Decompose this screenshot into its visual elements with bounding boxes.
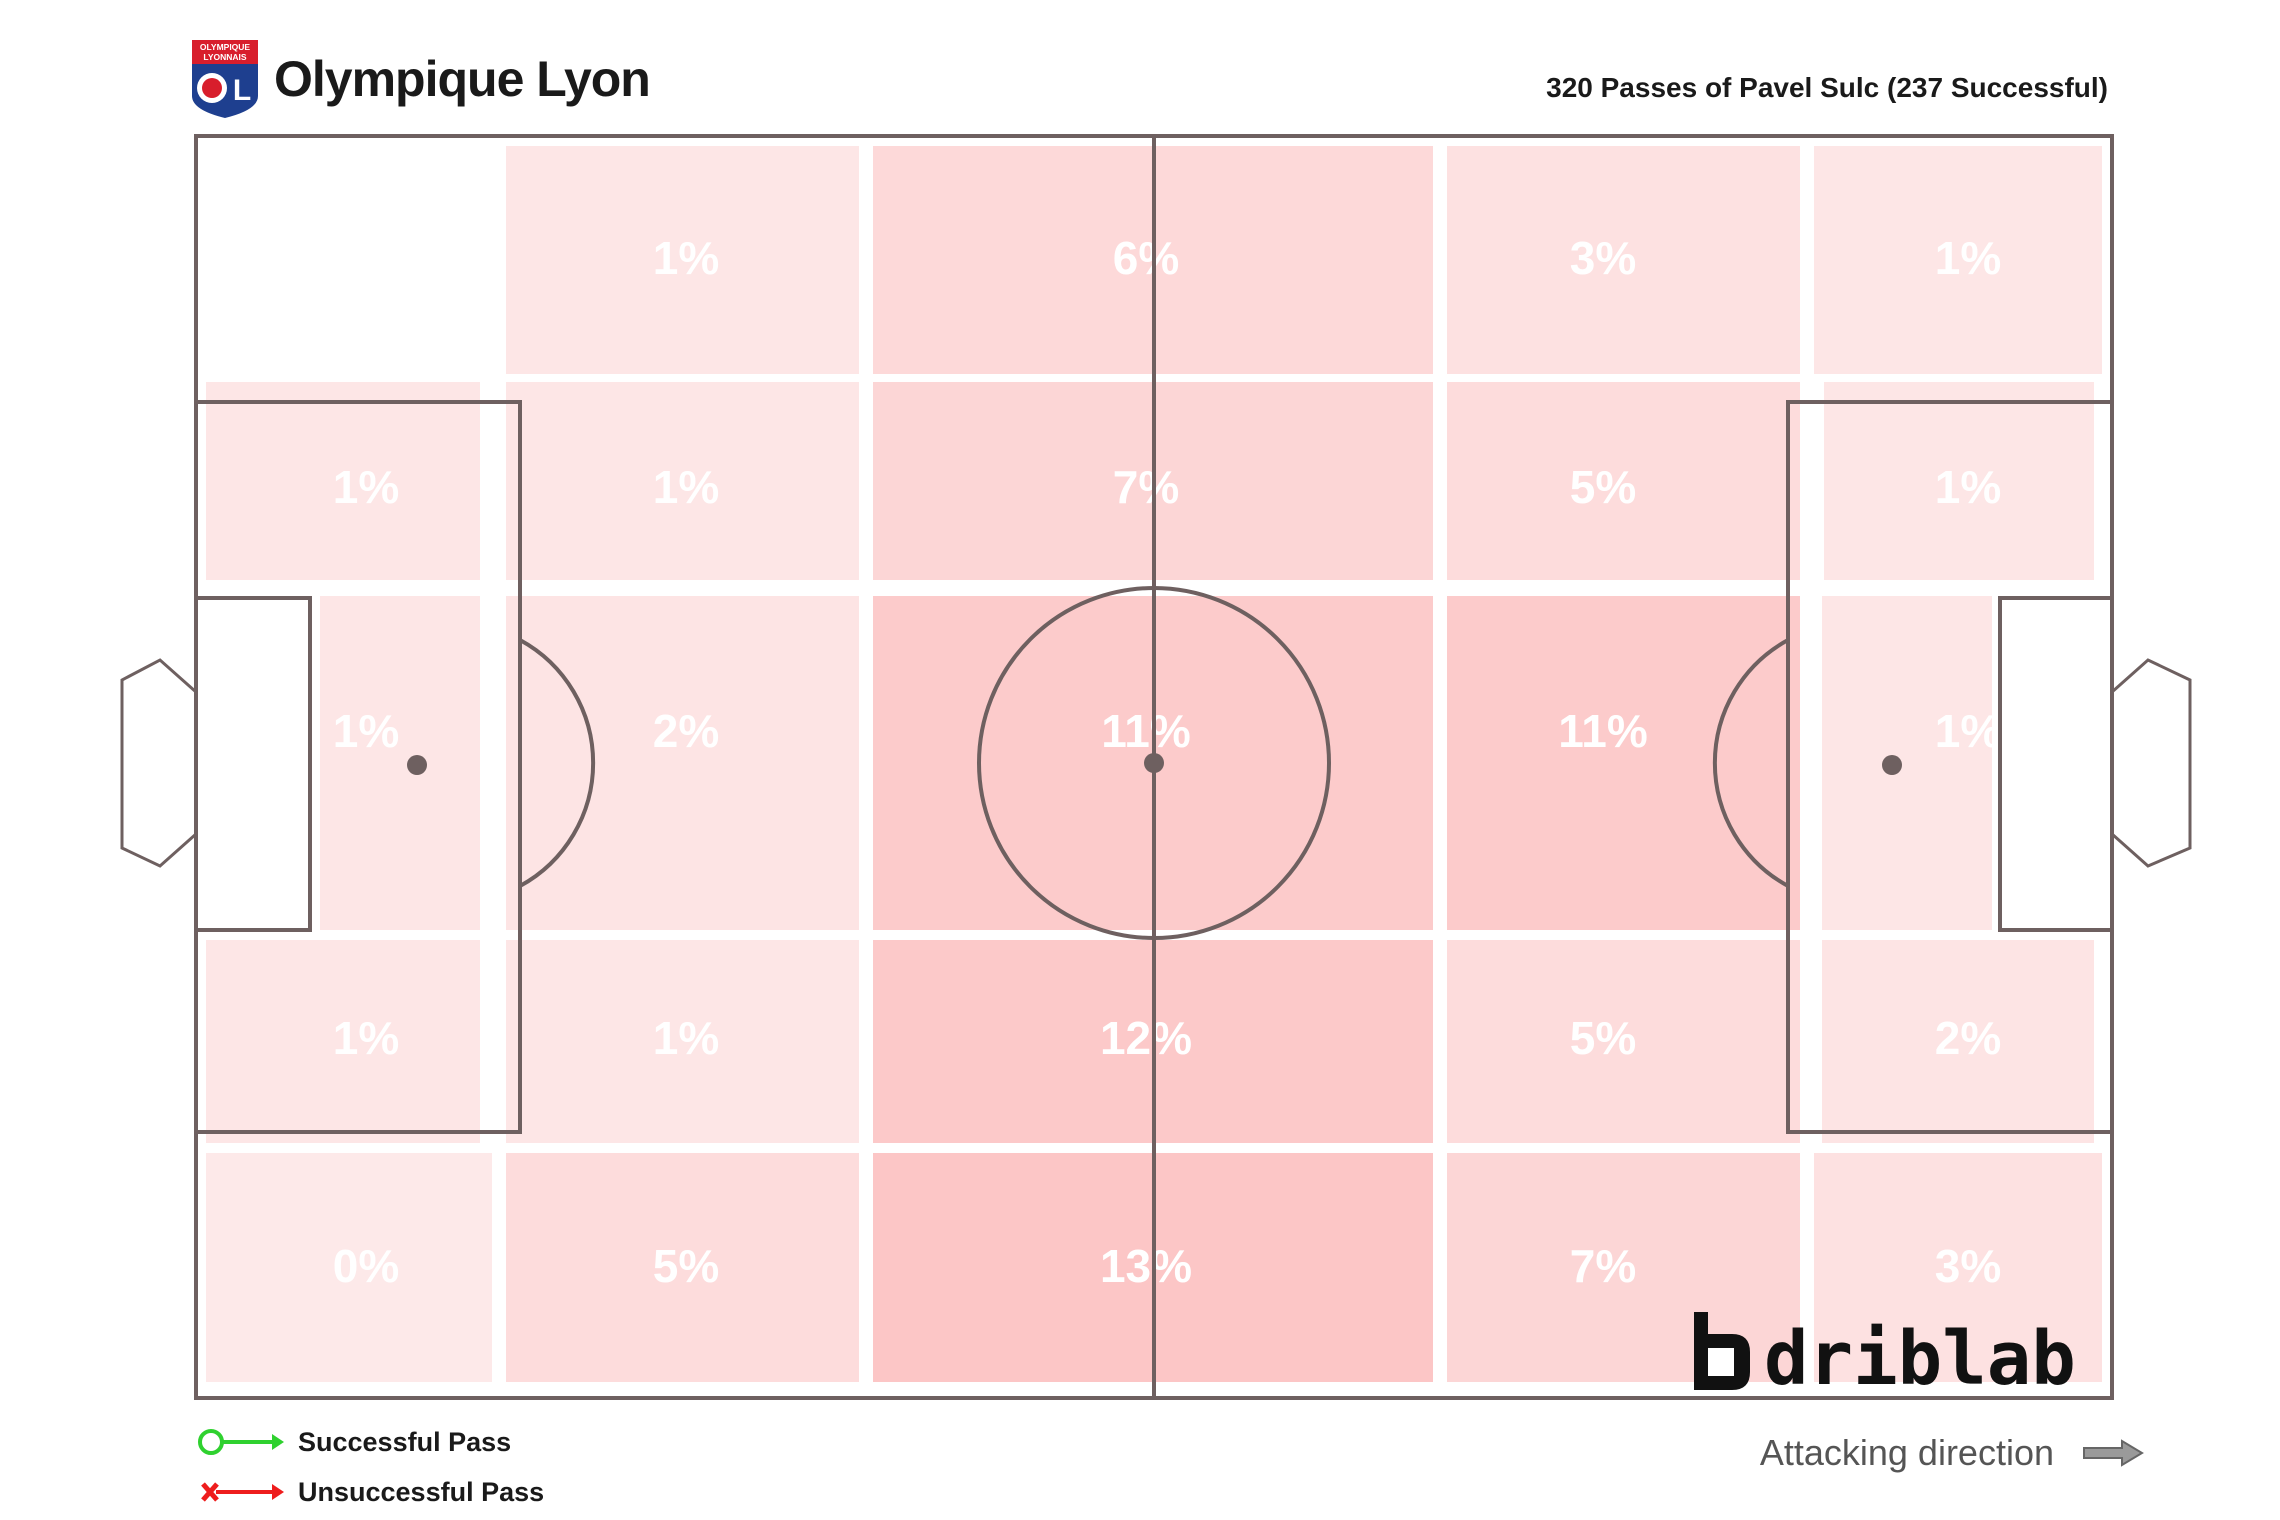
olympique-lyon-logo: OLYMPIQUE LYONNAIS L (192, 40, 258, 118)
heatmap-cell-r1-c4 (1824, 382, 2094, 580)
heatmap-labels: 1% 6% 3% 1% 1% 1% 7% 5% 1% 1% 2% 11% 11% 1% 1% 1% 12% 5% 2… (333, 232, 2001, 1292)
heatmap-label-r2-c3: 11% (1558, 705, 1648, 757)
legend-successful-label: Successful Pass (298, 1426, 512, 1457)
heatmap-label-r3-c4: 2% (1935, 1012, 2001, 1064)
logo-text-top: OLYMPIQUE (200, 42, 251, 52)
heatmap-cell-r3-c1 (506, 940, 859, 1143)
driblab-logo: driblab (1694, 1312, 2076, 1392)
heatmap-cell-r1-c0 (206, 382, 480, 580)
heatmap-cell-r2-c1 (506, 596, 859, 930)
heatmap-label-r2-c0: 1% (333, 705, 399, 757)
heatmap-cell-r0-c4 (1814, 146, 2102, 374)
svg-text:L: L (233, 74, 251, 107)
heatmap-cell-r2-c4 (1822, 596, 1992, 930)
left-penalty-arc (519, 638, 596, 888)
team-name: Olympique Lyon (274, 51, 651, 107)
attacking-direction-label: Attacking direction (1759, 1432, 2054, 1473)
heatmap-cell-r3-c4 (1822, 940, 2094, 1143)
heatmap-label-r1-c1: 1% (653, 461, 719, 513)
heatmap-label-r2-c4: 1% (1935, 705, 2001, 757)
heatmap-cell-r3-c3 (1447, 940, 1800, 1143)
heatmap-cell-r4-c0 (206, 1153, 492, 1382)
heatmap-label-r1-c2: 7% (1113, 461, 1179, 513)
legend-successful: Successful Pass (196, 1424, 511, 1460)
center-spot (1144, 753, 1164, 773)
legend-unsuccessful: Unsuccessful Pass (196, 1474, 544, 1510)
brand-text: driblab (1764, 1316, 2076, 1392)
right-goal (2111, 658, 2192, 868)
heatmap-label-r0-c4: 1% (1935, 232, 2001, 284)
heatmap-cell-r4-c1 (506, 1153, 859, 1382)
legend-unsuccessful-label: Unsuccessful Pass (298, 1476, 545, 1507)
right-penalty-spot (1882, 755, 1902, 775)
heatmap-label-r4-c4: 3% (1935, 1240, 2001, 1292)
heatmap-label-r3-c3: 5% (1570, 1012, 1636, 1064)
heatmap-cell-r2-c3 (1447, 596, 1800, 930)
heatmap-label-r0-c2: 6% (1113, 232, 1179, 284)
heatmap-label-r0-c3: 3% (1570, 232, 1636, 284)
attacking-direction: Attacking direction (1760, 1432, 2144, 1474)
heatmap-label-r2-c2: 11% (1101, 705, 1191, 757)
heatmap-label-r4-c0: 0% (333, 1240, 399, 1292)
heatmap-label-r1-c0: 1% (333, 461, 399, 513)
heatmap-label-r2-c1: 2% (653, 705, 719, 757)
heatmap-cell-r2-c0 (320, 596, 480, 930)
heatmap-label-r3-c1: 1% (653, 1012, 719, 1064)
left-goal-area (194, 596, 312, 932)
heatmap-cell-r1-c1 (506, 382, 859, 580)
heatmap-label-r4-c3: 7% (1570, 1240, 1636, 1292)
heatmap-label-r1-c4: 1% (1935, 461, 2001, 513)
fail-arrow-icon (201, 1482, 284, 1502)
success-arrow-icon (198, 1429, 284, 1455)
heatmap-label-r0-c1: 1% (653, 232, 719, 284)
left-penalty-spot (407, 755, 427, 775)
heatmap-cell-r0-c3 (1447, 146, 1800, 374)
logo-text-bottom: LYONNAIS (203, 52, 246, 62)
heatmap-label-r4-c1: 5% (653, 1240, 719, 1292)
heatmap-label-r1-c3: 5% (1570, 461, 1636, 513)
left-goal (120, 658, 197, 868)
heatmap-cell-r0-c1 (506, 146, 859, 374)
heatmap-cell-r3-c0 (206, 940, 480, 1143)
heatmap-label-r3-c2: 12% (1100, 1012, 1192, 1064)
heatmap-cell-r4-c4 (1814, 1153, 2102, 1382)
right-goal-area (1998, 596, 2114, 932)
arrow-right-icon (2083, 1439, 2144, 1467)
heatmap-label-r4-c2: 13% (1100, 1240, 1192, 1292)
heatmap-cell-r1-c3 (1447, 382, 1800, 580)
center-circle (977, 586, 1331, 940)
chart-subtitle: 320 Passes of Pavel Sulc (237 Successful… (1546, 72, 2108, 103)
heatmap-label-r3-c0: 1% (333, 1012, 399, 1064)
right-penalty-arc (1712, 638, 1789, 888)
